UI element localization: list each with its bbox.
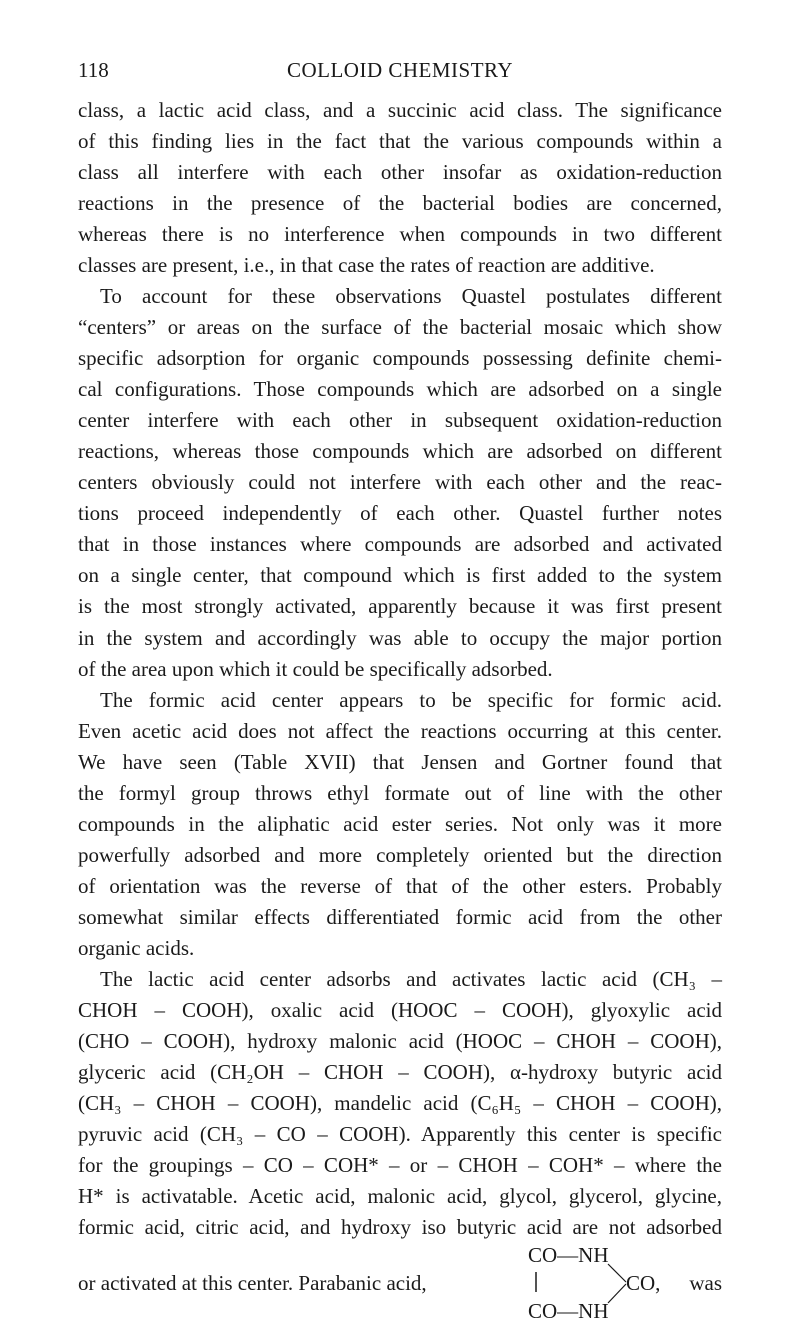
text-line: centers obviously could not interfere wi… xyxy=(78,470,722,495)
text-line: of the area upon which it could be speci… xyxy=(78,656,553,681)
text-line: specific adsorption for organic compound… xyxy=(78,346,722,371)
text-line: somewhat similar effects differentiated … xyxy=(78,904,722,929)
text-line: center interfere with each other in subs… xyxy=(78,408,722,433)
text-line: that in those instances where compounds … xyxy=(78,532,722,557)
text-line: is the most strongly activated, apparent… xyxy=(78,594,722,619)
formula-bottom: CO—NH xyxy=(528,1299,609,1323)
text-line: reactions, whereas those compounds which… xyxy=(78,439,722,464)
text-line: cal configurations. Those compounds whic… xyxy=(78,377,722,402)
text-line: formic acid, citric acid, and hydroxy is… xyxy=(78,1215,722,1240)
text-line: for the groupings – CO – COH* – or – CHO… xyxy=(78,1153,722,1178)
text-line: The formic acid center appears to be spe… xyxy=(100,687,722,712)
bond xyxy=(607,1263,627,1283)
text-line: glyceric acid (CH₂OH – CHOH – COOH), α-h… xyxy=(78,1059,722,1084)
text-line: whereas there is no interference when co… xyxy=(78,222,722,247)
text-line: To account for these observations Quaste… xyxy=(100,284,722,309)
text-line: organic acids. xyxy=(78,935,195,960)
text-line: The lactic acid center adsorbs and activ… xyxy=(100,966,722,991)
text-line: (CHO – COOH), hydroxy malonic acid (HOOC… xyxy=(78,1028,722,1053)
text-line: “centers” or areas on the surface of the… xyxy=(78,315,722,340)
text-line: We have seen (Table XVII) that Jensen an… xyxy=(78,749,722,774)
page-number: 118 xyxy=(78,58,109,82)
text-line: class, a lactic acid class, and a succin… xyxy=(78,98,722,122)
text-line: of this finding lies in the fact that th… xyxy=(78,129,722,154)
text-line: on a single center, that compound which … xyxy=(78,563,722,588)
text-line: tions proceed independently of each othe… xyxy=(78,501,722,526)
text-line: the formyl group throws ethyl formate ou… xyxy=(78,780,722,805)
text-line: compounds in the aliphatic acid ester se… xyxy=(78,811,722,836)
tail-text: or activated at this center. Parabanic a… xyxy=(78,1271,427,1295)
text-line: Even acetic acid does not affect the rea… xyxy=(78,718,722,743)
tail-text-end: was xyxy=(689,1271,722,1295)
text-line: CHOH – COOH), oxalic acid (HOOC – COOH),… xyxy=(78,997,722,1022)
running-title: COLLOID CHEMISTRY xyxy=(286,58,514,82)
text-line: classes are present, i.e., in that case … xyxy=(78,253,655,278)
text-line: reactions in the presence of the bacteri… xyxy=(78,191,722,216)
text-line: in the system and accordingly was able t… xyxy=(78,625,722,650)
bond xyxy=(607,1283,627,1304)
formula-top: CO—NH xyxy=(528,1243,609,1267)
text-line: of orientation was the reverse of that o… xyxy=(78,873,722,898)
text-line: class all interfere with each other inso… xyxy=(78,160,722,185)
text-line: pyruvic acid (CH₃ – CO – COOH). Apparent… xyxy=(78,1121,722,1146)
text-line: H* is activatable. Acetic acid, malonic … xyxy=(78,1184,722,1209)
text-line: powerfully adsorbed and more completely … xyxy=(78,842,722,867)
formula-middle: CO, xyxy=(626,1271,661,1295)
text-line: (CH₃ – CHOH – COOH), mandelic acid (C₆H₅… xyxy=(78,1090,722,1115)
